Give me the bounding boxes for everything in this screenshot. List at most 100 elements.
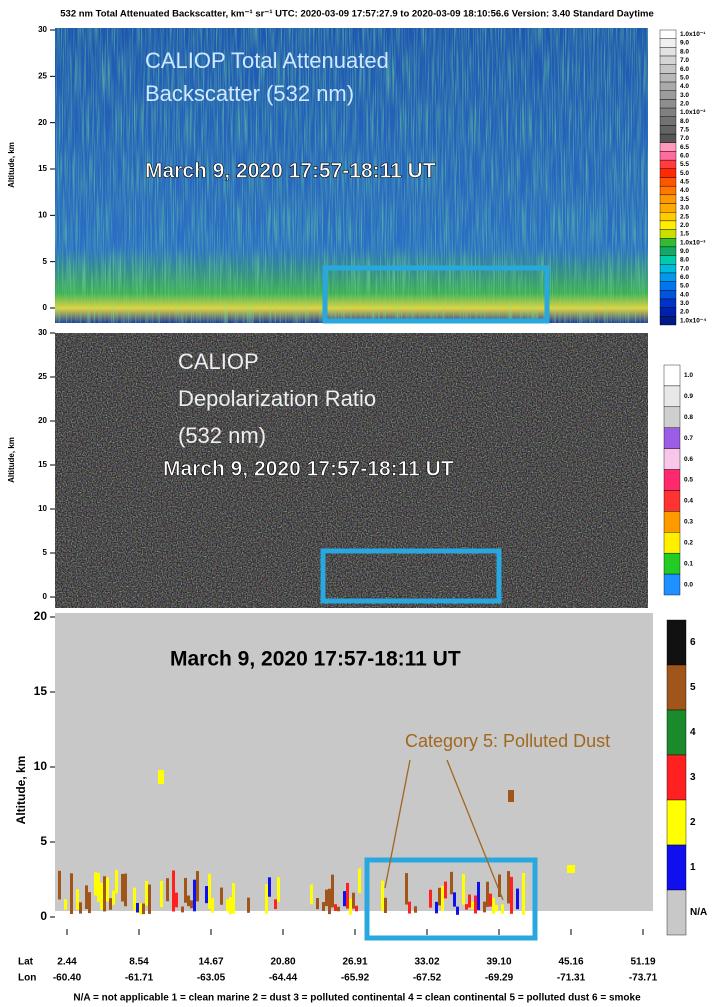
lat-tick-label: 14.67: [198, 957, 223, 968]
surface: [55, 911, 653, 929]
y-tick-label: 25: [38, 71, 47, 80]
aerosol-pixel: [522, 872, 525, 915]
aerosol-pixel: [97, 872, 100, 902]
aerosol-pixel: [343, 891, 346, 907]
aerosol-pixel: [103, 876, 106, 912]
colorbar-label: 2.0: [680, 309, 689, 316]
lon-tick-label: -60.40: [53, 973, 82, 984]
colorbar-label: 4.5: [680, 179, 689, 186]
colorbar-swatch: [663, 573, 681, 596]
panel-title: CALIOP: [178, 349, 259, 374]
lat-label: Lat: [18, 957, 34, 968]
lon-tick-label: -69.29: [485, 973, 514, 984]
colorbar-label: 7.0: [680, 265, 689, 272]
aerosol-pixel: [145, 880, 148, 906]
aerosol-pixel: [175, 892, 178, 908]
colorbar-swatch: [659, 168, 677, 178]
lat-tick-label: 51.19: [630, 957, 655, 968]
panel-title: CALIOP Total Attenuated: [145, 48, 389, 73]
colorbar-label: 0.7: [684, 435, 693, 442]
aerosol-pixel: [115, 869, 118, 894]
aerosol-pixel: [196, 871, 199, 902]
colorbar-label: 1.0x10⁻¹: [680, 31, 705, 38]
aerosol-pixel: [142, 903, 145, 915]
y-axis-label: Altitude, km: [14, 756, 28, 825]
colorbar-label: 4.0: [680, 187, 689, 194]
aerosol-pixel: [70, 873, 73, 915]
colorbar-swatch: [659, 316, 677, 326]
aerosol-pixel: [381, 880, 384, 911]
aerosol-pixel: [465, 904, 468, 910]
colorbar-swatch: [663, 385, 681, 408]
panel-date: March 9, 2020 17:57-18:11 UT: [145, 160, 436, 183]
aerosol-pixel: [334, 904, 337, 911]
aerosol-pixel: [337, 906, 340, 912]
aerosol-pixel: [508, 790, 514, 802]
colorbar-swatch: [659, 29, 677, 39]
colorbar-label: 2.5: [680, 213, 689, 220]
highlight-box: [322, 265, 550, 324]
colorbar-label: 0.9: [684, 393, 693, 400]
aerosol-pixel: [355, 905, 358, 912]
colorbar-label: 5: [690, 682, 696, 693]
panel-date: March 9, 2020 17:57-18:11 UT: [163, 458, 454, 481]
colorbar-swatch: [663, 406, 681, 428]
y-axis-label: Altitude, km: [7, 437, 16, 483]
colorbar-label: 0.2: [684, 539, 693, 546]
aerosol-pixel: [220, 887, 223, 905]
arrow: [446, 759, 504, 901]
colorbar-label: 6.0: [680, 66, 689, 73]
colorbar-swatch: [663, 469, 681, 491]
aerosol-pixel: [88, 892, 91, 914]
y-axis-label: Altitude, km: [7, 142, 16, 188]
aerosol-pixel: [507, 871, 510, 904]
panel-title: Backscatter (532 nm): [145, 81, 354, 106]
aerosol-pixel: [316, 898, 319, 910]
lon-tick-label: -64.44: [269, 973, 298, 984]
colorbar-label: 3.5: [680, 196, 689, 203]
colorbar-label: 3.0: [680, 92, 689, 99]
colorbar-swatch: [659, 203, 677, 213]
aerosol-pixel: [106, 877, 109, 902]
colorbar-label: 6: [690, 637, 696, 648]
aerosol-pixel: [139, 903, 142, 915]
colorbar-swatch: [659, 307, 677, 317]
aerosol-pixel: [160, 880, 163, 908]
colorbar-label: 1.5: [680, 231, 689, 238]
lon-tick-label: -63.05: [197, 973, 226, 984]
colorbar-swatch: [659, 298, 677, 308]
aerosol-pixel: [193, 879, 196, 912]
y-tick-label: 0: [40, 909, 47, 923]
colorbar-swatch: [659, 272, 677, 282]
colorbar-swatch: [659, 64, 677, 74]
colorbar-swatch: [663, 532, 681, 554]
lon-tick-label: -71.31: [557, 973, 586, 984]
lat-tick-label: 20.80: [270, 957, 295, 968]
aerosol-pixel: [501, 904, 504, 914]
lat-tick-label: 45.16: [558, 957, 583, 968]
aerosol-pixel: [158, 770, 164, 784]
aerosol-pixel: [64, 899, 67, 910]
aerosol-pixel: [265, 884, 268, 914]
aerosol-pixel: [358, 868, 361, 894]
colorbar-swatch: [659, 255, 677, 265]
aerosol-pixel: [516, 888, 519, 910]
aerosol-pixel: [483, 901, 486, 913]
lat-tick-label: 39.10: [486, 957, 511, 968]
colorbar-swatch: [659, 125, 677, 135]
aerosol-pixel: [471, 901, 474, 910]
y-tick-label: 5: [40, 834, 47, 848]
colorbar-label: 3.0: [680, 205, 689, 212]
y-tick-label: 5: [43, 257, 48, 266]
colorbar-label: 0.3: [684, 519, 693, 526]
colorbar-label: 0.4: [684, 498, 693, 505]
lat-tick-label: 8.54: [129, 957, 149, 968]
aerosol-pixel: [205, 886, 208, 904]
annotation: Category 5: Polluted Dust: [405, 731, 610, 751]
y-tick-label: 10: [38, 504, 47, 513]
colorbar-swatch: [659, 159, 677, 170]
highlight-box: [364, 857, 538, 941]
colorbar-label: 6.5: [680, 144, 689, 151]
lon-tick-label: -61.71: [125, 973, 154, 984]
